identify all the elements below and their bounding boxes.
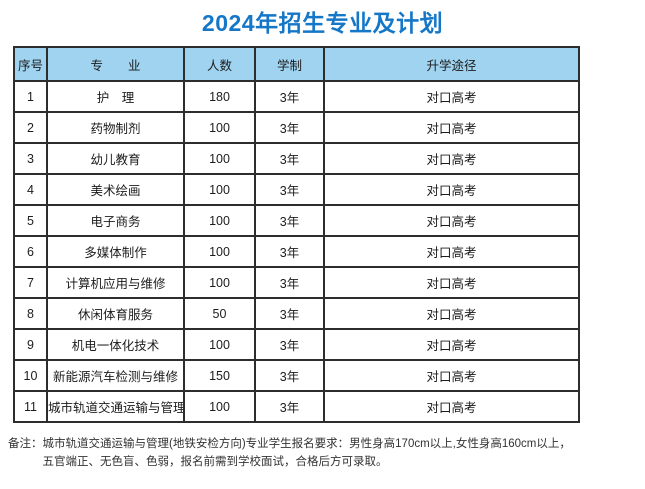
remarks-line2: 五官端正、无色盲、色弱，报名前需到学校面试，合格后方可录取。 — [42, 456, 388, 468]
cell-count: 150 — [183, 359, 256, 392]
header-row: 序号 专 业 人数 学制 升学途径 — [13, 46, 580, 82]
cell-major: 电子商务 — [46, 204, 185, 237]
cell-count: 100 — [183, 173, 256, 206]
remarks-text: 城市轨道交通运输与管理(地铁安检方向)专业学生报名要求：男性身高170cm以上,… — [43, 435, 645, 471]
cell-pathway: 对口高考 — [323, 80, 580, 113]
cell-index: 6 — [13, 235, 48, 268]
cell-major: 计算机应用与维修 — [46, 266, 185, 299]
remarks-line1: 城市轨道交通运输与管理(地铁安检方向)专业学生报名要求：男性身高170cm以上,… — [42, 438, 571, 450]
cell-years: 3年 — [254, 204, 325, 237]
col-header-index: 序号 — [13, 46, 48, 82]
cell-years: 3年 — [254, 390, 325, 423]
table-row: 7 计算机应用与维修 100 3年 对口高考 — [13, 266, 580, 299]
cell-count: 180 — [183, 80, 256, 113]
cell-count: 100 — [183, 235, 256, 268]
table-row: 3 幼儿教育 100 3年 对口高考 — [13, 142, 580, 175]
cell-pathway: 对口高考 — [323, 204, 580, 237]
table-row: 10 新能源汽车检测与维修 150 3年 对口高考 — [13, 359, 580, 392]
cell-pathway: 对口高考 — [323, 235, 580, 268]
cell-index: 1 — [13, 80, 48, 113]
cell-pathway: 对口高考 — [323, 142, 580, 175]
enrollment-table: 序号 专 业 人数 学制 升学途径 1 护 理 180 3年 对口高考 2 药物… — [13, 46, 580, 423]
cell-pathway: 对口高考 — [323, 111, 580, 144]
cell-pathway: 对口高考 — [323, 390, 580, 423]
cell-count: 100 — [183, 142, 256, 175]
cell-years: 3年 — [254, 80, 325, 113]
cell-index: 3 — [13, 142, 48, 175]
remarks: 备注： 城市轨道交通运输与管理(地铁安检方向)专业学生报名要求：男性身高170c… — [8, 435, 645, 471]
remarks-label: 备注： — [8, 438, 43, 450]
cell-years: 3年 — [254, 297, 325, 330]
cell-years: 3年 — [254, 111, 325, 144]
table-row: 4 美术绘画 100 3年 对口高考 — [13, 173, 580, 206]
cell-count: 100 — [183, 328, 256, 361]
table-body: 1 护 理 180 3年 对口高考 2 药物制剂 100 3年 对口高考 3 幼… — [13, 80, 580, 423]
table-row: 1 护 理 180 3年 对口高考 — [13, 80, 580, 113]
table-row: 9 机电一体化技术 100 3年 对口高考 — [13, 328, 580, 361]
cell-pathway: 对口高考 — [323, 173, 580, 206]
cell-years: 3年 — [254, 173, 325, 206]
col-header-count: 人数 — [183, 46, 256, 82]
cell-years: 3年 — [254, 359, 325, 392]
cell-index: 10 — [13, 359, 48, 392]
cell-index: 7 — [13, 266, 48, 299]
cell-major: 多媒体制作 — [46, 235, 185, 268]
cell-index: 11 — [13, 390, 48, 423]
cell-count: 100 — [183, 266, 256, 299]
cell-count: 100 — [183, 390, 256, 423]
cell-major: 休闲体育服务 — [46, 297, 185, 330]
table-row: 11 城市轨道交通运输与管理 100 3年 对口高考 — [13, 390, 580, 423]
cell-count: 100 — [183, 111, 256, 144]
cell-years: 3年 — [254, 235, 325, 268]
cell-index: 9 — [13, 328, 48, 361]
cell-major: 城市轨道交通运输与管理 — [46, 390, 185, 423]
cell-years: 3年 — [254, 328, 325, 361]
cell-major: 护 理 — [46, 80, 185, 113]
col-header-years: 学制 — [254, 46, 325, 82]
cell-major: 美术绘画 — [46, 173, 185, 206]
table-row: 2 药物制剂 100 3年 对口高考 — [13, 111, 580, 144]
col-header-major: 专 业 — [46, 46, 185, 82]
cell-count: 100 — [183, 204, 256, 237]
cell-major: 药物制剂 — [46, 111, 185, 144]
cell-pathway: 对口高考 — [323, 297, 580, 330]
cell-major: 幼儿教育 — [46, 142, 185, 175]
cell-index: 4 — [13, 173, 48, 206]
col-header-pathway: 升学途径 — [323, 46, 580, 82]
cell-years: 3年 — [254, 142, 325, 175]
table-row: 6 多媒体制作 100 3年 对口高考 — [13, 235, 580, 268]
cell-years: 3年 — [254, 266, 325, 299]
cell-major: 机电一体化技术 — [46, 328, 185, 361]
cell-pathway: 对口高考 — [323, 266, 580, 299]
cell-index: 2 — [13, 111, 48, 144]
cell-count: 50 — [183, 297, 256, 330]
cell-index: 8 — [13, 297, 48, 330]
cell-pathway: 对口高考 — [323, 359, 580, 392]
table-row: 5 电子商务 100 3年 对口高考 — [13, 204, 580, 237]
table-row: 8 休闲体育服务 50 3年 对口高考 — [13, 297, 580, 330]
cell-major: 新能源汽车检测与维修 — [46, 359, 185, 392]
cell-pathway: 对口高考 — [323, 328, 580, 361]
page-title: 2024年招生专业及计划 — [201, 10, 444, 36]
cell-index: 5 — [13, 204, 48, 237]
